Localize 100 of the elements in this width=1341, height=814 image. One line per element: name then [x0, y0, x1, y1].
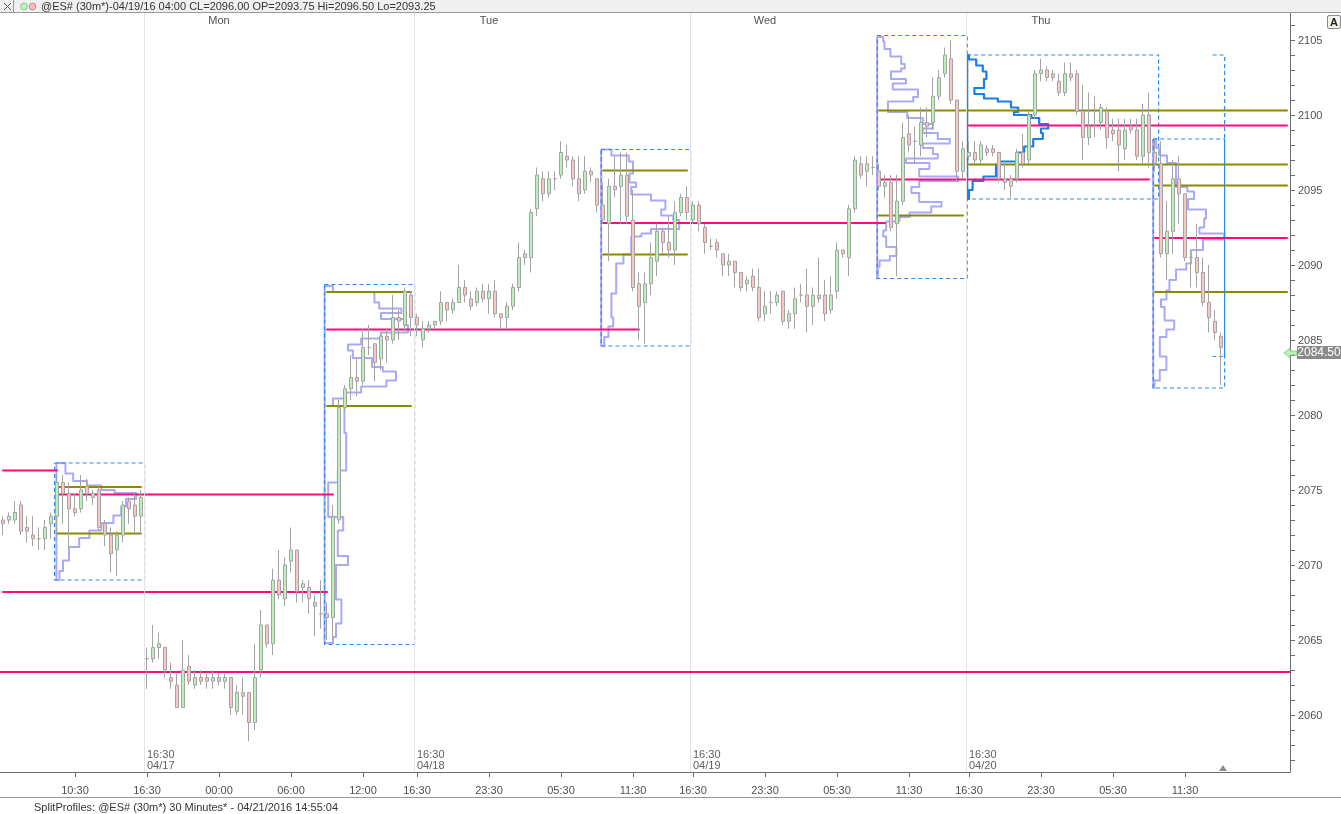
- candlestick: [1045, 65, 1049, 82]
- candlestick: [1075, 69, 1079, 116]
- candlestick: [883, 174, 887, 198]
- candlestick: [733, 260, 737, 288]
- candlestick: [835, 242, 839, 300]
- annotation: 16:30 04/17: [147, 748, 175, 771]
- candlestick: [151, 624, 155, 663]
- candlestick: [637, 272, 641, 341]
- candlestick: [313, 594, 317, 637]
- candlestick: [7, 512, 11, 525]
- candlestick: [1051, 69, 1055, 82]
- candlestick: [529, 208, 533, 273]
- candlestick: [571, 155, 575, 187]
- candlestick: [961, 140, 965, 180]
- candlestick: [619, 152, 623, 225]
- candlestick: [589, 167, 593, 183]
- candlestick: [727, 253, 731, 277]
- candlestick: [1135, 118, 1139, 161]
- candlestick: [163, 647, 167, 678]
- candlestick: [229, 677, 233, 716]
- candlestick: [721, 253, 725, 277]
- candlestick: [355, 358, 359, 397]
- candlestick: [463, 279, 467, 303]
- candlestick: [1189, 249, 1193, 288]
- candlestick: [91, 489, 95, 506]
- candlestick: [1207, 264, 1211, 333]
- candlestick: [481, 283, 485, 303]
- candlestick: [217, 673, 221, 686]
- x-tick-label: 16:30: [955, 783, 983, 796]
- candlestick: [769, 290, 773, 315]
- candlestick: [559, 140, 563, 180]
- candlestick: [511, 283, 515, 311]
- y-tick-label: 2080: [1298, 409, 1323, 421]
- x-tick-label: 00:00: [205, 783, 233, 796]
- candlestick: [475, 287, 479, 307]
- candlestick: [643, 272, 647, 345]
- candlestick: [469, 290, 473, 311]
- candlestick: [667, 215, 671, 258]
- candlestick: [199, 669, 203, 686]
- candlestick: [349, 354, 353, 401]
- candlestick: [805, 268, 809, 333]
- candlestick: [739, 272, 743, 292]
- candlestick: [553, 170, 557, 191]
- candlestick: [1153, 137, 1157, 172]
- candlestick: [145, 647, 149, 690]
- candlestick: [397, 309, 401, 341]
- candlestick: [187, 654, 191, 686]
- candlestick: [607, 178, 611, 262]
- candlestick: [577, 155, 581, 202]
- candlestick: [763, 290, 767, 322]
- candlestick: [409, 290, 413, 337]
- candlestick: [367, 324, 371, 356]
- candlestick: [613, 155, 617, 198]
- candlestick: [403, 287, 407, 333]
- x-tick-label: 23:30: [751, 783, 779, 796]
- candlestick: [907, 114, 911, 153]
- candlestick: [523, 249, 527, 266]
- candlestick: [1213, 309, 1217, 341]
- candlestick: [697, 200, 701, 232]
- candlestick: [781, 290, 785, 326]
- x-tick-label: 10:30: [61, 783, 89, 796]
- candlestick: [925, 107, 929, 138]
- x-tick-label: 11:30: [619, 783, 647, 796]
- x-tick-label: 06:00: [277, 783, 305, 796]
- candlestick: [595, 178, 599, 213]
- candlestick: [373, 343, 377, 382]
- annotation: 16:30 04/19: [693, 748, 721, 771]
- y-tick-label: 2105: [1298, 34, 1323, 46]
- x-tick-label: 05:30: [823, 783, 851, 796]
- candlestick: [955, 99, 959, 183]
- candlestick: [1219, 332, 1223, 386]
- candlestick: [871, 155, 875, 176]
- candlestick: [253, 643, 257, 731]
- candlestick: [421, 320, 425, 348]
- candlestick: [1147, 92, 1151, 168]
- candlestick: [1087, 92, 1091, 146]
- candlestick: [193, 669, 197, 690]
- candlestick: [19, 500, 23, 536]
- candlestick: [949, 39, 953, 105]
- y-tick-label: 2090: [1298, 259, 1323, 271]
- candlestick: [271, 568, 275, 656]
- candlestick: [1015, 148, 1019, 183]
- candlestick: [223, 673, 227, 690]
- candlestick: [451, 298, 455, 315]
- x-tick-label: 16:30: [403, 783, 431, 796]
- candlestick: [331, 504, 335, 641]
- x-tick-label: 05:30: [1099, 783, 1127, 796]
- candlestick: [283, 557, 287, 607]
- x-tick-label: 05:30: [547, 783, 575, 796]
- candlestick: [841, 249, 845, 258]
- candlestick: [67, 482, 71, 551]
- candlestick: [895, 174, 899, 277]
- annotation: 16:30 04/20: [969, 748, 997, 771]
- candlestick: [1129, 118, 1133, 135]
- annotation: Mon: [208, 14, 230, 26]
- candlestick: [301, 579, 305, 603]
- candlestick: [691, 200, 695, 225]
- candlestick: [655, 223, 659, 277]
- candlestick: [1093, 95, 1097, 138]
- candlestick: [649, 242, 653, 296]
